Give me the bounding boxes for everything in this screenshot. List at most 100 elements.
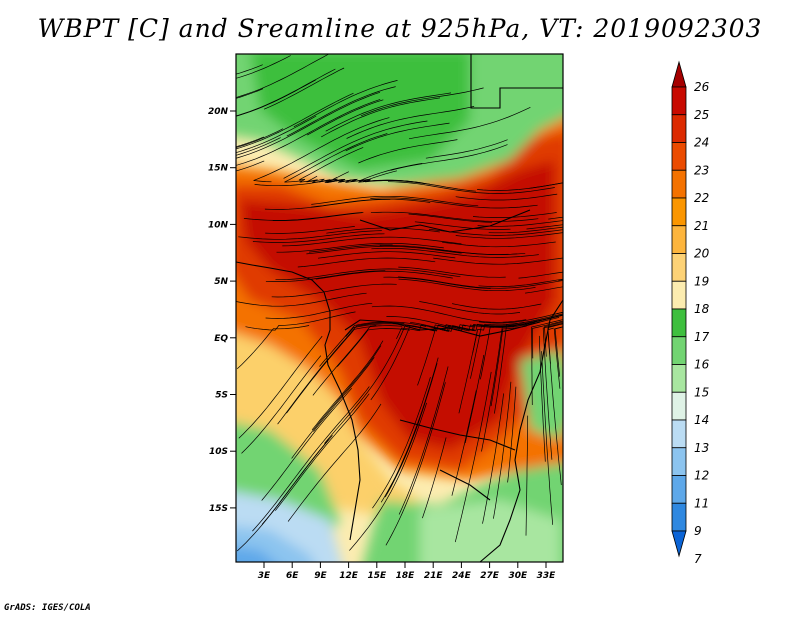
colorbar-label: 18 [694,302,710,316]
streamline [547,327,562,486]
colorbar-label: 23 [694,163,709,177]
streamline [297,257,436,268]
streamline [236,92,354,150]
streamline [319,321,427,367]
streamline [236,54,329,98]
streamline [321,97,441,138]
lat-tick-label: 5S [215,391,228,401]
streamline [548,216,563,220]
colorbar-segment [671,169,687,199]
streamline [370,197,538,209]
streamline [236,88,264,99]
streamline [408,213,493,223]
streamline [398,276,563,289]
streamline [477,220,563,227]
lon-tick-label: 9E [314,571,327,581]
streamline [287,403,382,522]
streamline [245,311,356,331]
streamline [236,292,367,307]
streamline [306,175,423,184]
streamline [414,221,511,230]
colorbar-segment [671,280,687,310]
streamline [236,137,281,156]
colorbar-label: 16 [694,358,710,372]
lat-tick-label: 10S [209,447,228,457]
colorbar: 26 25 24 23 22 21 20 19 18 17 16 15 14 13 12 11 9 7 [671,60,710,566]
colorbar-segment [671,475,687,504]
streamline [263,67,345,110]
streamline [275,393,370,511]
streamline [538,335,546,462]
colorbar-segment [671,419,687,449]
streamline [272,212,363,222]
streamline [532,314,563,323]
streamline [542,322,563,460]
streamline [458,331,478,414]
streamline [525,286,563,294]
streamline [383,276,491,290]
streamline [252,386,370,532]
streamline [253,117,390,183]
colorbar-label: 15 [694,385,709,399]
streamline [544,321,563,357]
streamline [286,325,403,414]
streamline [529,182,563,189]
streamline [261,387,353,501]
streamline [298,147,364,183]
colorbar-segment [671,364,687,393]
colorbar-label: 21 [694,219,709,233]
streamline [387,181,555,194]
streamline [518,271,563,279]
streamline [236,64,263,75]
lat-tick-label: EQ [214,334,228,344]
lat-tick-label: 15N [208,164,229,174]
streamline [311,340,384,431]
streamline [478,311,563,324]
streamline [455,232,563,239]
colorbar-label: 12 [694,469,709,483]
streamline [370,324,466,401]
map-title: WBPT [C] and Sreamline at 925hPa, VT: 20… [37,14,763,43]
streamline [337,328,410,367]
streamline [490,325,527,407]
streamline [433,257,563,265]
streamline [286,86,396,137]
lat-tick-label: 10N [208,220,229,230]
map-frame [235,53,564,563]
lat-tick-label: 20N [208,107,229,117]
streamline [293,80,398,128]
streamline [360,87,484,117]
streamline [317,251,456,259]
streamline [252,233,385,243]
streamline [454,371,492,543]
streamline [464,354,485,444]
streamline [284,133,388,183]
streamline [482,393,504,524]
streamline [558,279,563,281]
streamline [385,382,446,546]
streamline [236,325,310,370]
streamline [312,325,377,396]
colorbar-label: 9 [694,524,702,538]
streamline [236,128,284,148]
streamline [313,357,375,432]
streamline [554,326,563,377]
streamline [291,345,382,459]
streamline [271,283,397,298]
colorbar-segment [671,114,687,143]
streamline [435,248,526,256]
streamline [398,366,449,515]
streamline [358,139,458,164]
streamline [481,325,515,452]
colorbar-label: 26 [694,80,710,94]
streamline [236,136,264,148]
lon-tick-label: 33E [537,571,557,581]
streamline [324,324,435,444]
streamline [477,182,563,191]
streamline [345,122,450,152]
colorbar-segment [671,253,687,282]
streamline [386,411,423,494]
streamline [265,302,373,319]
streamline [236,55,291,79]
